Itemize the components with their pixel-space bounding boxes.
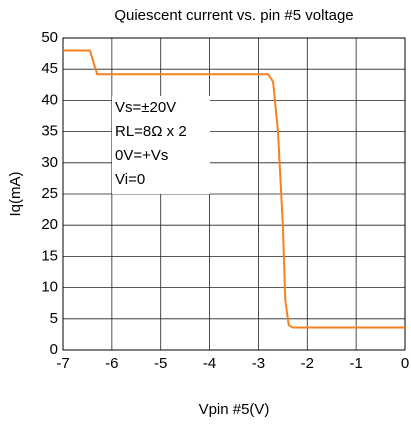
x-tick-label: -4 [203, 355, 216, 372]
y-tick-label: 10 [41, 279, 58, 296]
x-tick-label: -2 [301, 355, 314, 372]
x-tick-label: -1 [349, 355, 362, 372]
y-tick-label: 5 [50, 310, 58, 327]
y-tick-label: 30 [41, 154, 58, 171]
annotation: RL=8Ω x 2 [115, 123, 187, 140]
y-tick-label: 25 [41, 185, 58, 202]
y-tick-label: 20 [41, 216, 58, 233]
x-axis-label: Vpin #5(V) [199, 401, 270, 418]
y-tick-label: 45 [41, 60, 58, 77]
data-line [63, 49, 405, 329]
y-tick-label: 50 [41, 29, 58, 46]
x-tick-label: 0 [401, 355, 409, 372]
y-tick-label: 0 [50, 341, 58, 358]
plot-frame [62, 37, 406, 351]
y-tick-label: 40 [41, 91, 58, 108]
annotation-box [112, 96, 210, 194]
y-tick-label: 35 [41, 123, 58, 140]
annotation: Vs=±20V [115, 99, 176, 116]
chart-title: Quiescent current vs. pin #5 voltage [114, 7, 353, 24]
y-tick-label: 15 [41, 247, 58, 264]
x-tick-label: -6 [105, 355, 118, 372]
x-tick-label: -3 [252, 355, 265, 372]
annotation: 0V=+Vs [115, 147, 168, 164]
x-tick-label: -7 [56, 355, 69, 372]
y-axis-label: Iq(mA) [7, 171, 24, 216]
annotation: Vi=0 [115, 171, 145, 188]
x-tick-label: -5 [154, 355, 167, 372]
